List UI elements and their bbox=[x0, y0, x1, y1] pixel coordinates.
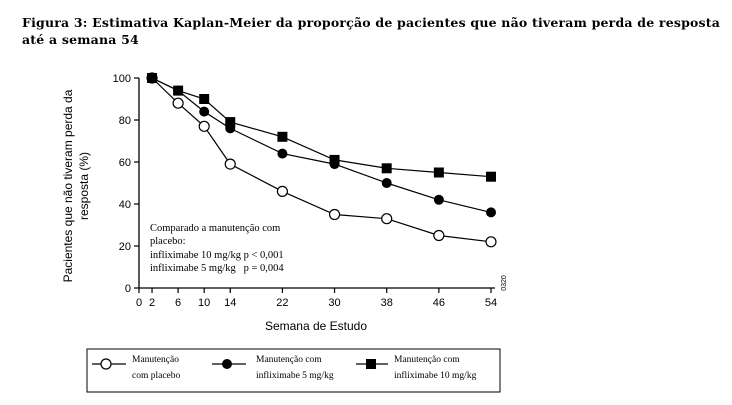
x-tick-label: 22 bbox=[276, 297, 288, 309]
annotation-line-2: placebo: bbox=[150, 236, 186, 247]
legend-marker-filled-circle bbox=[222, 359, 232, 369]
x-tick-label: 38 bbox=[381, 297, 393, 309]
y-axis-label-line2: resposta (%) bbox=[77, 152, 91, 220]
point-open-circle bbox=[433, 229, 445, 242]
x-axis-label: Semana de Estudo bbox=[265, 319, 367, 333]
annotation-line-3: infliximabe 10 mg/kg p < 0,001 bbox=[150, 250, 284, 261]
legend-box bbox=[86, 348, 501, 393]
x-tick-label: 46 bbox=[433, 297, 445, 309]
legend-label-5mg-2: infliximabe 5 mg/kg bbox=[256, 370, 334, 381]
y-tick-label: 80 bbox=[119, 115, 131, 127]
point-open-circle bbox=[485, 236, 497, 248]
y-axis-label-line1: Pacientes que não tiveram perda da bbox=[61, 89, 75, 282]
point-filled-square bbox=[225, 117, 236, 128]
legend-marker-filled-square bbox=[366, 359, 376, 369]
point-filled-square bbox=[173, 85, 184, 96]
y-tick-label: 60 bbox=[119, 157, 131, 169]
x-tick-label: 10 bbox=[198, 297, 210, 309]
point-filled-square bbox=[147, 73, 158, 83]
legend-label-placebo-2: com placebo bbox=[132, 371, 181, 381]
point-open-circle bbox=[224, 158, 236, 170]
annotation: Comparado a manutenção com placebo: infl… bbox=[150, 223, 284, 274]
point-filled-square bbox=[277, 131, 288, 142]
y-tick-label: 0 bbox=[125, 283, 131, 295]
y-tick-label: 100 bbox=[113, 73, 131, 85]
point-open-circle bbox=[381, 213, 393, 225]
point-open-circle bbox=[198, 120, 210, 132]
point-filled-square bbox=[199, 94, 210, 104]
y-tick-label: 20 bbox=[119, 241, 131, 253]
point-open-circle bbox=[276, 185, 289, 197]
point-filled-square bbox=[329, 154, 340, 165]
x-tick-label: 2 bbox=[149, 297, 155, 309]
point-filled-circle bbox=[381, 178, 392, 188]
legend-marker-open-circle bbox=[100, 358, 112, 370]
point-filled-circle bbox=[199, 106, 210, 117]
point-open-circle bbox=[328, 208, 341, 221]
x-tick-label: 6 bbox=[175, 297, 181, 309]
annotation-line-4: infliximabe 5 mg/kg p = 0,004 bbox=[150, 263, 284, 274]
legend-label-5mg-1: Manutenção com bbox=[256, 355, 322, 365]
x-tick-label: 30 bbox=[328, 297, 340, 309]
annotation-line-1: Comparado a manutenção com bbox=[150, 223, 280, 234]
side-code: 0320 bbox=[501, 275, 508, 291]
point-filled-square bbox=[381, 163, 392, 174]
point-filled-square bbox=[486, 171, 496, 182]
point-filled-square bbox=[433, 167, 444, 178]
legend: Manutenção com placebo Manutenção com in… bbox=[86, 348, 501, 393]
series-group bbox=[146, 72, 497, 248]
x-tick-label: 0 bbox=[136, 297, 142, 309]
y-tick-label: 40 bbox=[119, 199, 131, 211]
legend-label-placebo-1: Manutenção bbox=[132, 355, 179, 365]
legend-label-10mg-1: Manutenção com bbox=[394, 355, 460, 365]
point-filled-circle bbox=[277, 148, 288, 159]
point-filled-circle bbox=[433, 194, 444, 205]
legend-label-10mg-2: infliximabe 10 mg/kg bbox=[394, 370, 477, 381]
figure-caption: Figura 3: Estimativa Kaplan-Meier da pro… bbox=[22, 15, 721, 47]
x-tick-label: 54 bbox=[485, 297, 497, 309]
point-filled-circle bbox=[486, 207, 496, 218]
x-tick-label: 14 bbox=[224, 297, 236, 309]
point-open-circle bbox=[172, 97, 184, 109]
